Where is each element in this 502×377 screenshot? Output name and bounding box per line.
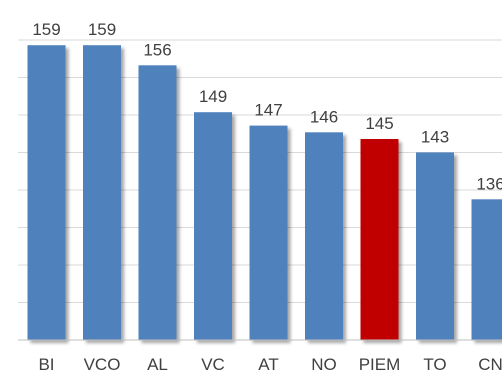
value-label-no: 146 bbox=[310, 107, 338, 126]
value-label-vco: 159 bbox=[88, 20, 116, 39]
value-labels: 159 159 156 149 147 146 145 143 136 bbox=[32, 20, 502, 193]
x-tick-label-at: AT bbox=[258, 355, 278, 374]
x-tick-label-piem: PIEM bbox=[359, 355, 401, 374]
bar-piem bbox=[360, 139, 399, 340]
value-label-cn: 136 bbox=[476, 174, 502, 193]
value-label-al: 156 bbox=[143, 40, 171, 59]
value-label-bi: 159 bbox=[32, 20, 60, 39]
bar-al bbox=[138, 65, 177, 341]
value-label-at: 147 bbox=[254, 101, 282, 120]
value-label-vc: 149 bbox=[199, 87, 227, 106]
bar-no bbox=[305, 132, 343, 340]
x-tick-label-to: TO bbox=[423, 355, 446, 374]
x-tick-label-cn: CN bbox=[478, 355, 502, 374]
value-label-piem: 145 bbox=[365, 114, 393, 133]
bars bbox=[27, 45, 502, 341]
bar-cn bbox=[471, 199, 502, 340]
bar-to bbox=[416, 152, 454, 340]
bar-vc bbox=[194, 112, 232, 340]
x-tick-label-vc: VC bbox=[201, 355, 225, 374]
bar-bi bbox=[27, 45, 66, 340]
category-labels: BI VCO AL VC AT NO PIEM TO CN bbox=[38, 355, 502, 374]
x-tick-label-al: AL bbox=[147, 355, 168, 374]
x-tick-label-vco: VCO bbox=[84, 355, 121, 374]
x-tick-label-no: NO bbox=[311, 355, 337, 374]
bar-vco bbox=[83, 45, 121, 340]
value-label-to: 143 bbox=[421, 127, 449, 146]
x-tick-label-bi: BI bbox=[38, 355, 54, 374]
bar-at bbox=[249, 125, 288, 340]
